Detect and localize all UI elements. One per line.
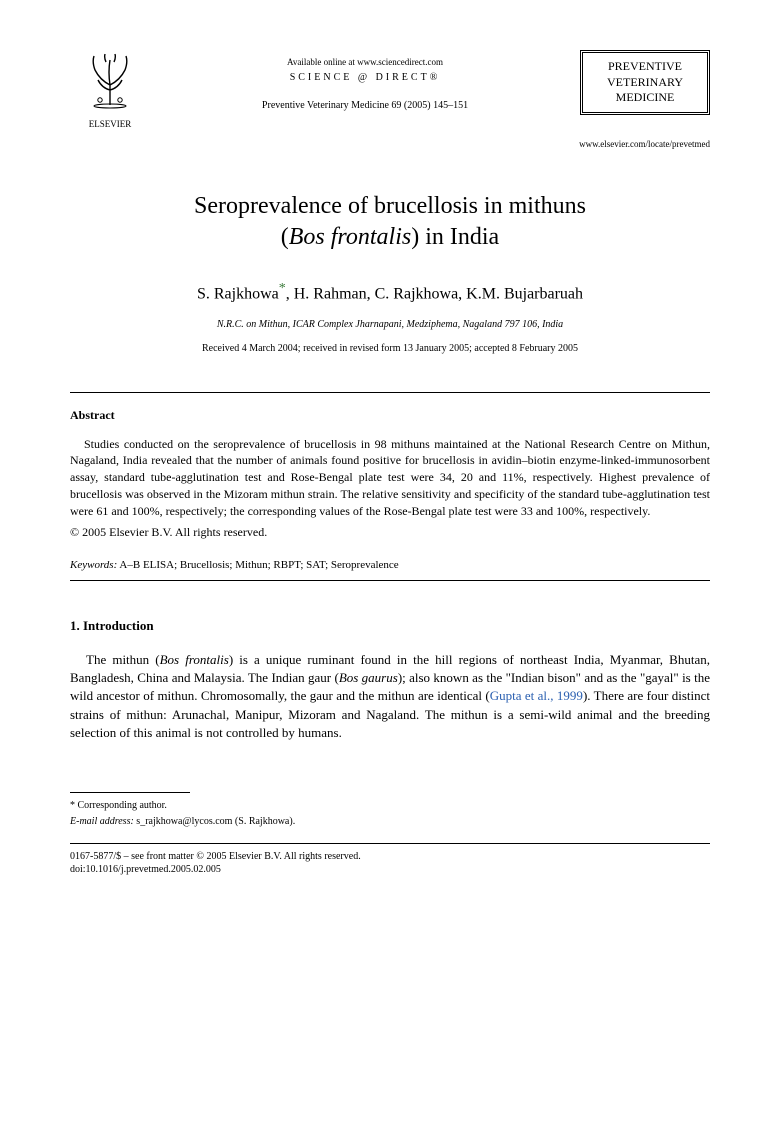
title-line2-pre: (: [281, 224, 289, 250]
keywords-label: Keywords:: [70, 559, 117, 571]
affiliation: N.R.C. on Mithun, ICAR Complex Jharnapan…: [70, 318, 710, 332]
copyright-text: © 2005 Elsevier B.V. All rights reserved…: [70, 524, 710, 541]
species-name: Bos frontalis: [160, 652, 229, 667]
journal-reference: Preventive Veterinary Medicine 69 (2005)…: [150, 99, 580, 113]
journal-badge-line: MEDICINE: [591, 90, 699, 106]
journal-badge-line: PREVENTIVE: [591, 59, 699, 75]
title-species: Bos frontalis: [289, 224, 411, 250]
science-direct-logo: SCIENCE @ DIRECT®: [150, 71, 580, 85]
title-line1: Seroprevalence of brucellosis in mithuns: [194, 193, 586, 219]
footnote-divider: [70, 792, 190, 793]
section-heading-introduction: 1. Introduction: [70, 617, 710, 635]
abstract-heading: Abstract: [70, 407, 710, 424]
email-footnote: E-mail address: s_rajkhowa@lycos.com (S.…: [70, 815, 710, 829]
divider: [70, 392, 710, 393]
email-label: E-mail address:: [70, 816, 134, 827]
author-primary: S. Rajkhowa: [197, 285, 279, 302]
publisher-name: ELSEVIER: [70, 118, 150, 131]
elsevier-tree-icon: [80, 50, 140, 110]
header-center: Available online at www.sciencedirect.co…: [150, 50, 580, 115]
article-dates: Received 4 March 2004; received in revis…: [70, 342, 710, 356]
keywords: Keywords: A–B ELISA; Brucellosis; Mithun…: [70, 558, 710, 573]
header-row: ELSEVIER Available online at www.science…: [70, 50, 710, 130]
journal-badge: PREVENTIVE VETERINARY MEDICINE: [580, 50, 710, 115]
publisher-logo: ELSEVIER: [70, 50, 150, 130]
journal-url[interactable]: www.elsevier.com/locate/prevetmed: [70, 138, 710, 151]
species-name: Bos gaurus: [339, 670, 398, 685]
divider: [70, 580, 710, 581]
keywords-values: A–B ELISA; Brucellosis; Mithun; RBPT; SA…: [117, 559, 398, 571]
doi-line: doi:10.1016/j.prevetmed.2005.02.005: [70, 863, 710, 876]
intro-text: The mithun (: [86, 652, 160, 667]
journal-badge-line: VETERINARY: [591, 75, 699, 91]
available-online-text: Available online at www.sciencedirect.co…: [150, 56, 580, 69]
title-line2-post: ) in India: [411, 224, 499, 250]
citation-link[interactable]: Gupta et al., 1999: [490, 688, 583, 703]
authors: S. Rajkhowa*, H. Rahman, C. Rajkhowa, K.…: [70, 279, 710, 306]
corresponding-author-footnote: * Corresponding author.: [70, 799, 710, 813]
corresponding-star-icon: *: [279, 281, 286, 296]
email-address[interactable]: s_rajkhowa@lycos.com (S. Rajkhowa).: [134, 816, 295, 827]
authors-rest: , H. Rahman, C. Rajkhowa, K.M. Bujarbaru…: [286, 285, 583, 302]
issn-block: 0167-5877/$ – see front matter © 2005 El…: [70, 850, 710, 876]
introduction-paragraph: The mithun (Bos frontalis) is a unique r…: [70, 651, 710, 742]
article-title: Seroprevalence of brucellosis in mithuns…: [70, 191, 710, 253]
divider: [70, 843, 710, 844]
abstract-text: Studies conducted on the seroprevalence …: [70, 436, 710, 520]
issn-line: 0167-5877/$ – see front matter © 2005 El…: [70, 850, 710, 863]
